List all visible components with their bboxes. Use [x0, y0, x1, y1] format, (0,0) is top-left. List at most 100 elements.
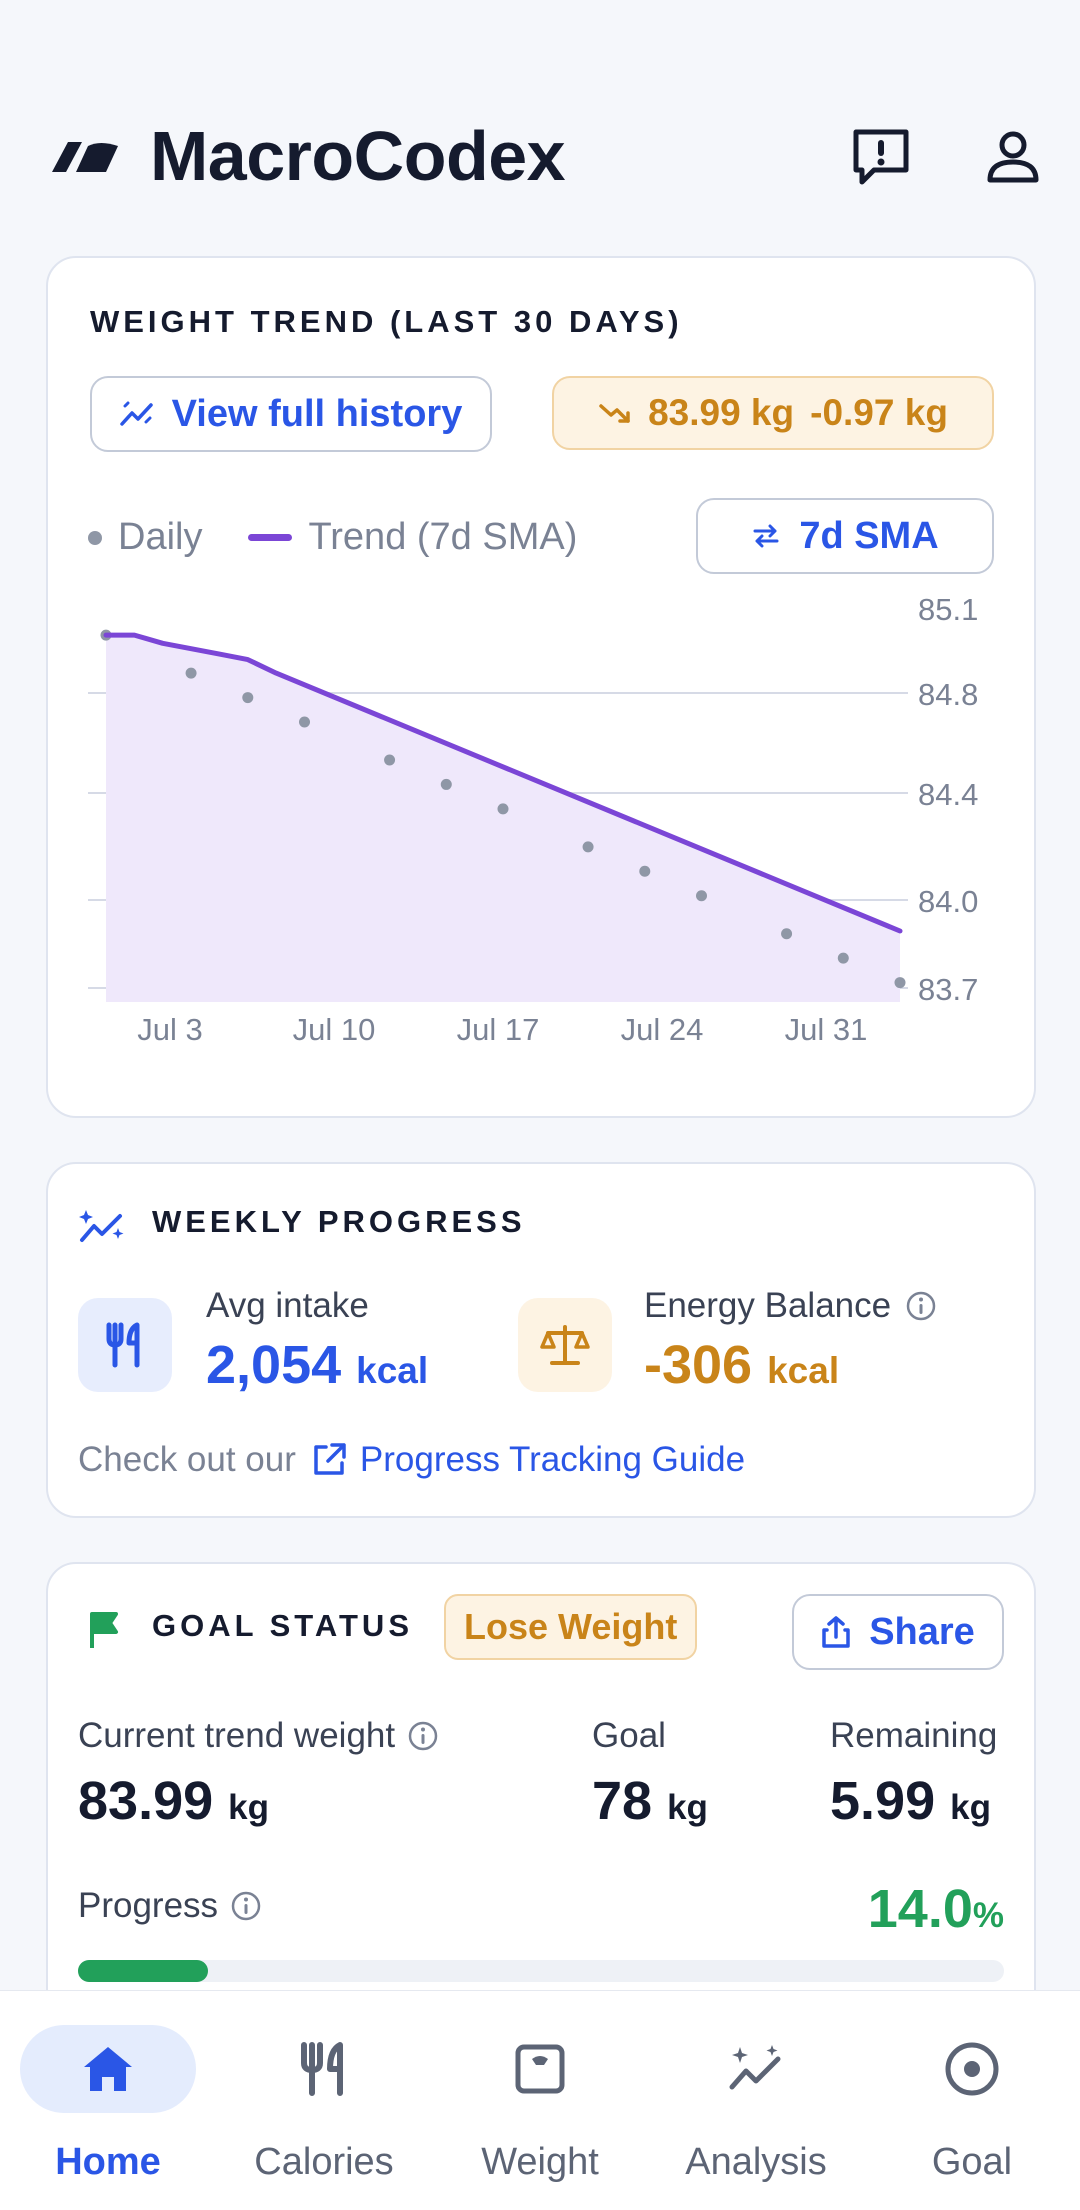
weekly-progress-card: WEEKLY PROGRESS Avg intake 2,054 kcal En… [46, 1162, 1036, 1518]
progress-value: 14.0% [868, 1878, 1004, 1940]
remaining-value: 5.99 kg [830, 1770, 991, 1832]
sma-toggle-button[interactable]: 7d SMA [696, 498, 994, 574]
weight-change-value: -0.97 kg [810, 392, 948, 433]
app-header: MacroCodex [0, 110, 1080, 210]
x-tick-label: Jul 3 [137, 1012, 202, 1047]
progress-label-row: Progress [78, 1886, 262, 1926]
bottom-navigation: Home Calories Weight Analysis Goal [0, 1990, 1080, 2210]
view-history-button[interactable]: View full history [90, 376, 492, 452]
remaining-number: 5.99 [830, 1771, 936, 1831]
goal-label: Goal [592, 1716, 666, 1755]
info-icon[interactable] [407, 1720, 439, 1752]
goal-type-badge: Lose Weight [444, 1594, 698, 1660]
energy-balance-number: -306 [644, 1335, 753, 1395]
avg-intake-number: 2,054 [206, 1335, 342, 1395]
nav-home[interactable]: Home [0, 1991, 216, 2210]
legend-daily-marker [88, 530, 102, 545]
progress-bar-fill [78, 1960, 208, 1982]
weight-trend-title: WEIGHT TREND (LAST 30 DAYS) [90, 304, 683, 339]
logo-icon [52, 142, 118, 172]
nav-goal-label: Goal [931, 2141, 1013, 2183]
y-tick-label: 84.0 [918, 884, 978, 919]
nav-weight[interactable]: Weight [432, 1991, 648, 2210]
nav-analysis[interactable]: Analysis [648, 1991, 864, 2210]
chart-legend: Daily Trend (7d SMA) [88, 516, 577, 559]
sparkle-chart-icon [79, 1210, 124, 1242]
app-title: MacroCodex [150, 117, 566, 195]
daily-point [781, 928, 793, 940]
daily-point [440, 778, 452, 790]
progress-guide-link[interactable]: Progress Tracking Guide [359, 1440, 746, 1479]
daily-point [894, 977, 906, 989]
legend-daily-label: Daily [118, 516, 203, 558]
fork-knife-icon [301, 2042, 343, 2096]
trend-chart-icon [119, 401, 153, 426]
progress-bar [78, 1960, 1004, 1982]
share-icon [822, 1616, 850, 1648]
progress-label: Progress [78, 1886, 219, 1925]
info-icon[interactable] [230, 1890, 262, 1922]
daily-point [837, 952, 849, 964]
y-tick-label: 84.4 [918, 777, 978, 812]
x-tick-label: Jul 10 [293, 1012, 376, 1047]
energy-balance-label-row: Energy Balance [644, 1286, 937, 1326]
avg-intake-label: Avg intake [206, 1286, 369, 1325]
weight-chart: 85.1 84.8 84.4 84.0 83.7 Jul 3 Jul 10 Jul 17 Jul… [88, 598, 978, 1047]
goal-value: 78 kg [592, 1770, 708, 1832]
guide-prefix: Check out our [78, 1440, 296, 1479]
target-icon [945, 2042, 999, 2096]
x-tick-label: Jul 31 [785, 1012, 868, 1047]
daily-point [497, 803, 509, 815]
current-weight-label: Current trend weight [78, 1716, 396, 1755]
energy-balance-label: Energy Balance [644, 1286, 892, 1325]
goal-unit: kg [667, 1788, 708, 1827]
trending-down-icon [599, 404, 630, 423]
sparkle-chart-icon [729, 2045, 781, 2090]
remaining-label: Remaining [830, 1716, 998, 1755]
energy-balance-value: -306 kcal [644, 1334, 839, 1396]
profile-icon[interactable] [980, 124, 1046, 190]
y-tick-label: 85.1 [918, 598, 978, 627]
info-icon[interactable] [905, 1290, 937, 1322]
trend-area [106, 635, 900, 1002]
flag-icon [90, 1612, 118, 1648]
goal-number: 78 [592, 1771, 653, 1831]
current-weight-unit: kg [228, 1788, 270, 1827]
daily-point [696, 890, 707, 902]
x-tick-label: Jul 24 [621, 1012, 704, 1047]
nav-calories[interactable]: Calories [216, 1991, 432, 2210]
energy-balance-unit: kcal [767, 1350, 840, 1391]
scale-icon [515, 2044, 565, 2094]
nav-calories-label: Calories [254, 2141, 394, 2183]
share-button[interactable]: Share [792, 1594, 1004, 1670]
legend-trend-marker [248, 534, 293, 541]
trend-line [103, 632, 903, 934]
goal-status-title: GOAL STATUS [152, 1608, 413, 1643]
daily-point [185, 667, 197, 679]
home-icon [84, 2047, 132, 2091]
nav-analysis-label: Analysis [685, 2141, 827, 2183]
y-tick-label: 84.8 [918, 677, 978, 712]
daily-point [384, 754, 396, 766]
share-label: Share [869, 1610, 975, 1653]
feedback-icon[interactable] [848, 124, 914, 190]
progress-unit: % [972, 1896, 1004, 1935]
remaining-unit: kg [950, 1788, 991, 1827]
current-weight-value: 83.99 kg [78, 1770, 269, 1832]
balance-scale-icon [540, 1325, 590, 1365]
intake-icon-box [78, 1298, 172, 1392]
progress-number: 14.0 [867, 1879, 973, 1939]
guide-row: Check out our Progress Tracking Guide [78, 1440, 745, 1480]
daily-point [299, 716, 310, 728]
x-tick-label: Jul 17 [457, 1012, 540, 1047]
legend-trend-label: Trend (7d SMA) [308, 516, 578, 558]
nav-goal[interactable]: Goal [864, 1991, 1080, 2210]
fork-knife-icon [106, 1322, 140, 1368]
avg-intake-value: 2,054 kcal [206, 1334, 428, 1396]
daily-point [242, 692, 254, 704]
current-weight-number: 83.99 [78, 1771, 214, 1831]
nav-weight-label: Weight [481, 2141, 599, 2183]
nav-home-label: Home [55, 2141, 161, 2183]
sma-label: 7d SMA [799, 514, 939, 557]
weight-change-badge: 83.99 kg -0.97 kg [552, 376, 994, 450]
